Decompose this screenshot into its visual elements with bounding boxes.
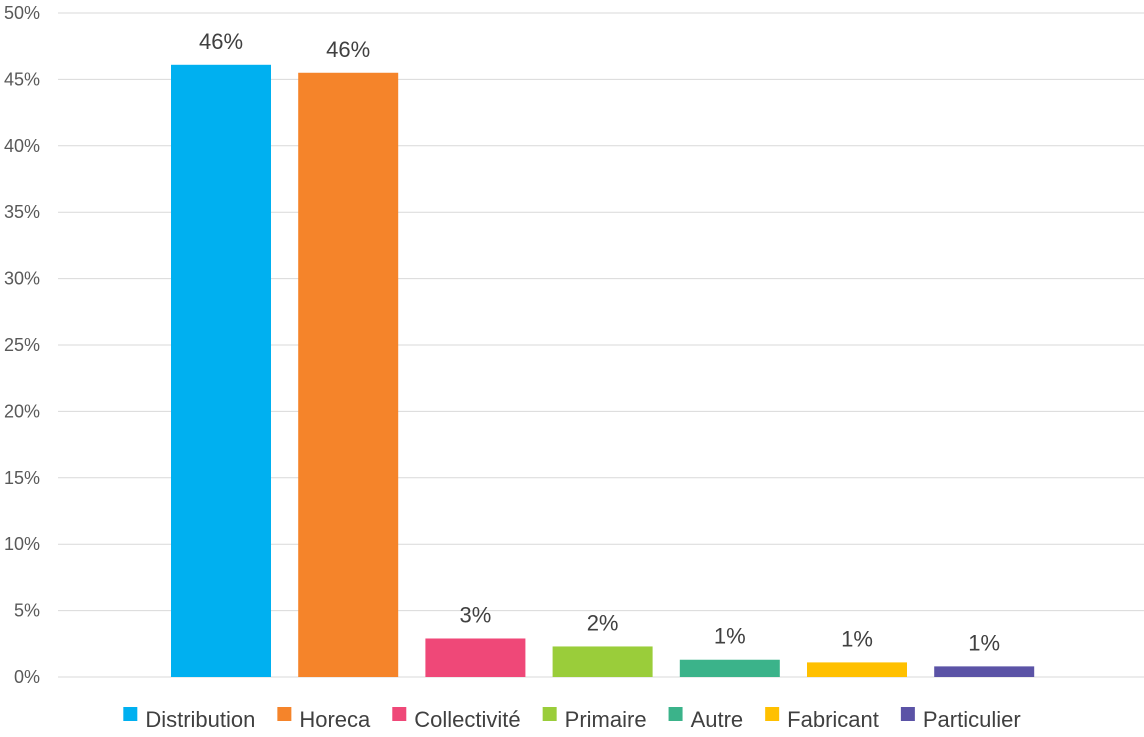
bar-fabricant — [807, 662, 907, 677]
legend-swatch — [542, 707, 557, 721]
data-labels: 46% 46% 3% 2% 1% 1% 1% — [199, 29, 1000, 656]
data-label: 46% — [326, 37, 370, 62]
y-tick-label: 30% — [4, 269, 40, 289]
legend-label: Horeca — [299, 707, 371, 732]
y-tick-label: 15% — [4, 468, 40, 488]
legend-swatch — [277, 707, 292, 721]
bar-autre — [679, 659, 780, 677]
legend-item: Horeca — [277, 707, 371, 732]
legend-swatch — [392, 707, 407, 721]
y-tick-label: 45% — [4, 69, 40, 89]
bar-collectivité — [425, 638, 526, 677]
legend-item: Fabricant — [765, 707, 879, 732]
legend-item: Distribution — [123, 707, 255, 732]
legend-label: Primaire — [565, 707, 647, 732]
y-tick-label: 5% — [14, 601, 40, 621]
y-tick-label: 50% — [4, 3, 40, 23]
bar-particulier — [934, 666, 1035, 677]
legend-swatch — [668, 707, 683, 721]
bar-distribution — [171, 64, 271, 678]
data-label: 3% — [460, 602, 492, 627]
legend-label: Collectivité — [414, 707, 520, 732]
y-tick-label: 20% — [4, 401, 40, 421]
legend-item: Autre — [668, 707, 744, 732]
legend-label: Particulier — [923, 707, 1021, 732]
y-axis-tick-labels: 0% 5% 10% 15% 20% 25% 30% 35% 40% 45% 50% — [4, 3, 40, 687]
y-tick-label: 0% — [14, 667, 40, 687]
legend: Distribution Horeca Collectivité Primaire Au… — [123, 707, 1021, 732]
legend-item: Particulier — [900, 707, 1021, 732]
data-label: 46% — [199, 29, 243, 54]
y-tick-label: 10% — [4, 534, 40, 554]
y-tick-label: 35% — [4, 202, 40, 222]
bars — [171, 64, 1035, 678]
legend-label: Fabricant — [787, 707, 879, 732]
legend-label: Distribution — [145, 707, 255, 732]
bar-horeca — [298, 72, 399, 677]
legend-label: Autre — [691, 707, 744, 732]
y-tick-label: 25% — [4, 335, 40, 355]
data-label: 1% — [714, 624, 746, 649]
legend-item: Primaire — [542, 707, 647, 732]
legend-item: Collectivité — [392, 707, 521, 732]
legend-swatch — [765, 707, 780, 721]
legend-swatch — [123, 707, 138, 721]
data-label: 1% — [841, 626, 873, 651]
y-tick-label: 40% — [4, 136, 40, 156]
data-label: 1% — [968, 630, 1000, 655]
data-label: 2% — [587, 610, 619, 635]
bar-primaire — [552, 646, 653, 677]
legend-swatch — [900, 707, 915, 721]
